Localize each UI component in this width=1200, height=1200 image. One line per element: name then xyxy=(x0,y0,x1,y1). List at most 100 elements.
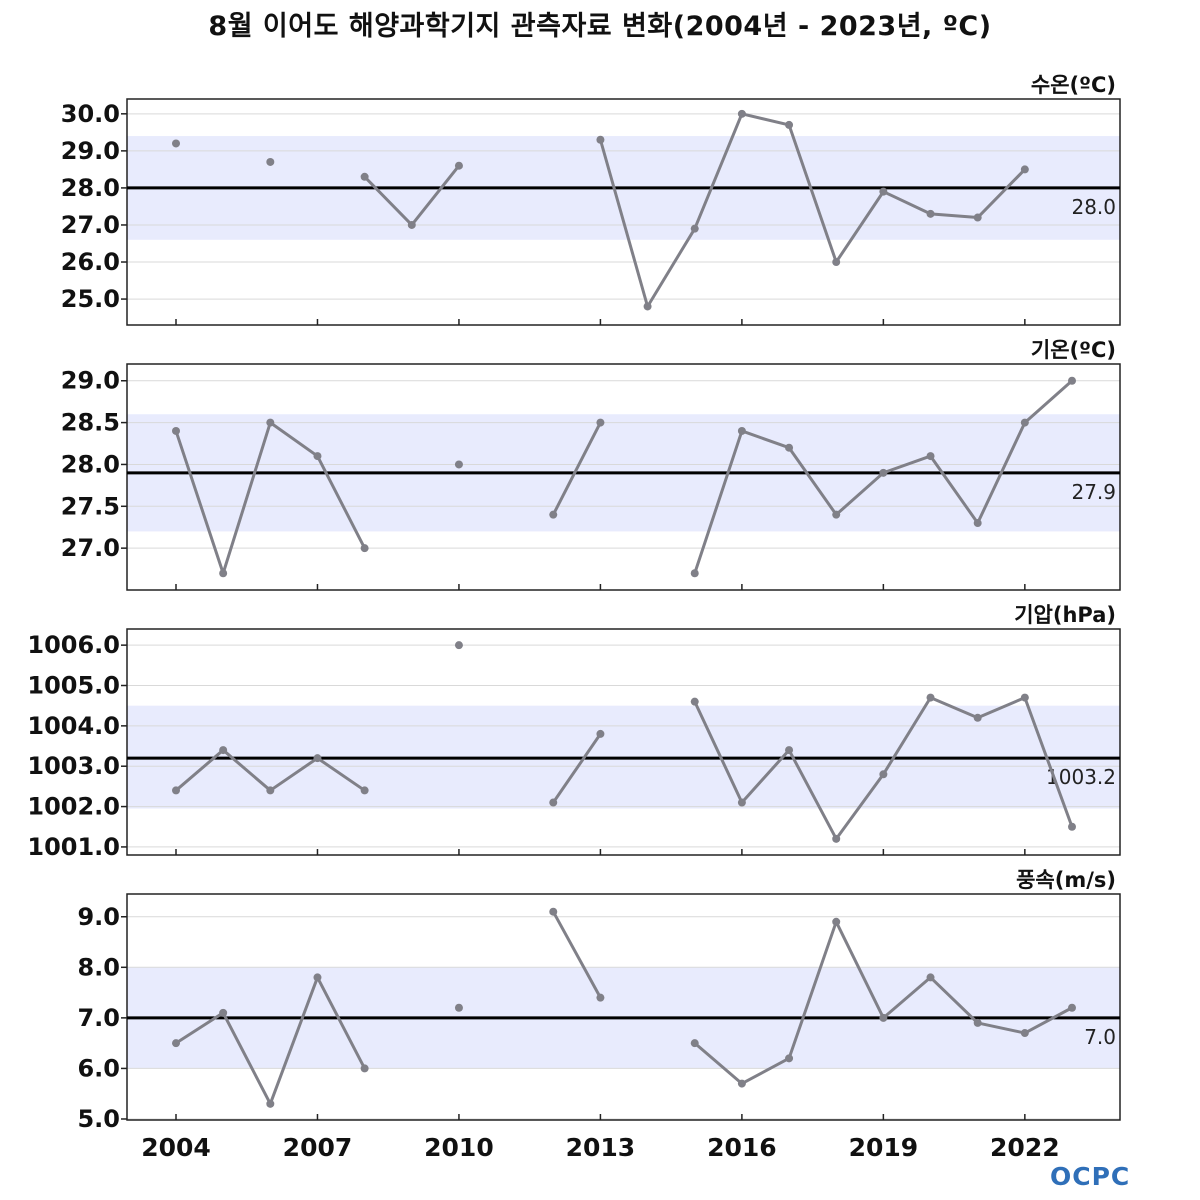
data-point xyxy=(690,569,699,578)
data-point xyxy=(926,209,935,218)
mean-value-label: 7.0 xyxy=(1084,1025,1116,1049)
y-tick-label: 27.0 xyxy=(61,211,120,239)
data-point xyxy=(360,1064,369,1073)
series-line xyxy=(551,421,602,516)
data-point xyxy=(549,798,558,807)
data-point xyxy=(832,917,841,926)
y-tick-label: 9.0 xyxy=(77,903,120,931)
y-tick-label: 29.0 xyxy=(61,367,120,395)
y-tick-label: 28.5 xyxy=(61,409,120,437)
data-point xyxy=(266,157,275,166)
data-point xyxy=(549,907,558,916)
data-point xyxy=(973,213,982,222)
data-point xyxy=(973,1018,982,1027)
data-point xyxy=(832,258,841,267)
data-point xyxy=(973,713,982,722)
data-point xyxy=(360,172,369,181)
data-point xyxy=(172,426,180,435)
data-point xyxy=(266,418,275,427)
data-point xyxy=(219,746,228,755)
data-point xyxy=(1068,376,1076,385)
data-point xyxy=(926,973,935,982)
data-point xyxy=(172,139,180,148)
data-point xyxy=(879,770,888,779)
data-point xyxy=(172,786,180,795)
data-point xyxy=(879,468,888,477)
data-point xyxy=(1020,1029,1029,1038)
y-tick-label: 26.0 xyxy=(61,248,120,276)
data-point xyxy=(785,746,794,755)
y-tick-label: 8.0 xyxy=(77,953,120,981)
data-point xyxy=(219,1008,228,1017)
y-tick-label: 1004.0 xyxy=(27,712,120,740)
data-point xyxy=(596,418,605,427)
x-tick-label: 2022 xyxy=(990,1133,1060,1162)
y-tick-label: 30.0 xyxy=(61,100,120,128)
data-point xyxy=(643,302,652,311)
chart-title: 8월 이어도 해양과학기지 관측자료 변화(2004년 - 2023년, ºC) xyxy=(208,11,992,42)
data-point xyxy=(785,443,794,452)
data-point xyxy=(407,220,416,229)
panel-unit-label: 수온(ºC) xyxy=(1031,73,1116,97)
panel-frame xyxy=(126,98,1121,326)
x-tick-label: 2010 xyxy=(424,1133,494,1162)
data-point xyxy=(313,754,322,763)
data-point xyxy=(737,109,746,118)
y-tick-label: 7.0 xyxy=(77,1004,120,1032)
mean-value-label: 27.9 xyxy=(1071,480,1116,504)
data-point xyxy=(313,452,322,461)
data-point xyxy=(832,510,841,519)
data-point xyxy=(785,120,794,129)
series-line xyxy=(551,910,602,999)
data-point xyxy=(172,1039,180,1048)
panel-unit-label: 기압(hPa) xyxy=(1014,603,1116,627)
data-point xyxy=(690,1039,699,1048)
data-point xyxy=(1068,1003,1076,1012)
y-tick-label: 29.0 xyxy=(61,137,120,165)
x-tick-label: 2019 xyxy=(849,1133,919,1162)
y-tick-label: 5.0 xyxy=(77,1105,120,1133)
data-point xyxy=(1020,418,1029,427)
data-point xyxy=(1020,693,1029,702)
data-point xyxy=(1020,165,1029,174)
data-point xyxy=(454,460,463,469)
mean-value-label: 28.0 xyxy=(1071,195,1116,219)
y-tick-label: 1002.0 xyxy=(27,793,120,821)
y-tick-label: 1001.0 xyxy=(27,833,120,861)
panel-frame xyxy=(126,628,1121,856)
data-point xyxy=(360,786,369,795)
data-point xyxy=(313,973,322,982)
ocpc-logo: OCPC xyxy=(1050,1162,1131,1191)
data-point xyxy=(926,452,935,461)
data-point xyxy=(549,510,558,519)
data-point xyxy=(454,641,463,650)
data-point xyxy=(596,135,605,144)
data-point xyxy=(879,187,888,196)
data-point xyxy=(690,697,699,706)
data-point xyxy=(266,1099,275,1108)
data-point xyxy=(690,224,699,233)
data-point xyxy=(973,519,982,528)
data-point xyxy=(737,1079,746,1088)
y-tick-label: 28.0 xyxy=(61,450,120,478)
series-line xyxy=(598,112,1026,308)
y-tick-label: 6.0 xyxy=(77,1054,120,1082)
data-point xyxy=(785,1054,794,1063)
data-point xyxy=(219,569,228,578)
data-point xyxy=(832,834,841,843)
data-point xyxy=(454,1003,463,1012)
data-point xyxy=(1068,822,1076,831)
y-tick-label: 28.0 xyxy=(61,174,120,202)
data-point xyxy=(266,786,275,795)
panel-frame xyxy=(126,893,1121,1121)
data-point xyxy=(737,798,746,807)
data-point xyxy=(879,1013,888,1022)
panel-unit-label: 기온(ºC) xyxy=(1031,338,1116,362)
data-point xyxy=(360,544,369,553)
y-tick-label: 27.0 xyxy=(61,534,120,562)
y-tick-label: 1006.0 xyxy=(27,631,120,659)
x-tick-label: 2013 xyxy=(566,1133,636,1162)
x-tick-label: 2007 xyxy=(283,1133,353,1162)
data-point xyxy=(596,729,605,738)
